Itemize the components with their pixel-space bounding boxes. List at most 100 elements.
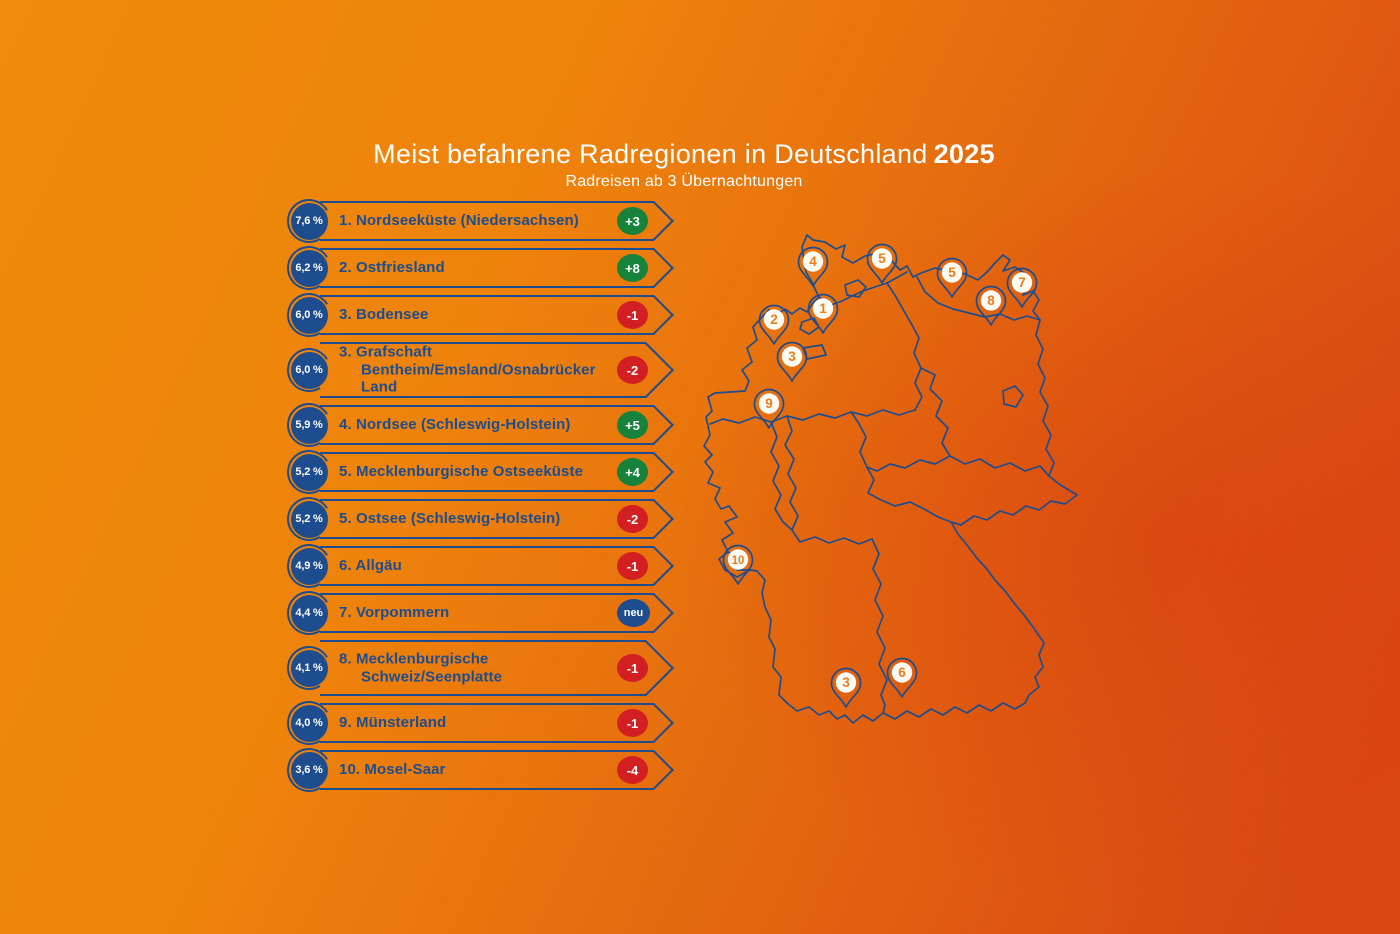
ranking-row-4: 6,0 % 3. Grafschaft Bentheim/Emsland/Osn… xyxy=(282,341,674,398)
pin-icon xyxy=(936,257,968,298)
ranking-row-12: 3,6 % 10. Mosel-Saar -4 xyxy=(282,743,675,797)
pin-icon xyxy=(830,667,862,708)
pin-icon xyxy=(975,285,1007,326)
pin-circle xyxy=(871,248,893,269)
region-label: 1. Nordseeküste (Niedersachsen) xyxy=(339,212,579,230)
change-badge: -1 xyxy=(617,709,648,737)
pin-number: 8 xyxy=(987,293,995,308)
pin-number: 7 xyxy=(1018,275,1026,290)
pin-number: 1 xyxy=(819,301,827,316)
change-badge: -1 xyxy=(617,654,648,682)
germany-outline xyxy=(703,234,1078,724)
pin-circle xyxy=(941,262,963,283)
row-outline xyxy=(320,295,654,335)
ranking-row-10: 4,1 % 8. Mecklenburgische Schweiz/Seenpl… xyxy=(282,639,674,696)
region-label: 5. Mecklenburgische Ostseeküste xyxy=(339,463,584,481)
change-badge: -1 xyxy=(617,552,648,580)
row-outline xyxy=(320,342,646,398)
pin-circle xyxy=(763,309,785,330)
ranking-row-6: 5,2 % 5. Mecklenburgische Ostseeküste +4 xyxy=(282,445,675,499)
share-value: 4,1 % xyxy=(290,649,328,687)
pin-icon xyxy=(886,657,918,698)
pin-icon xyxy=(1006,267,1038,308)
share-value: 5,9 % xyxy=(290,406,328,444)
ranking-row-1: 7,6 % 1. Nordseeküste (Niedersachsen) +3 xyxy=(282,194,675,248)
title-year: 2025 xyxy=(933,139,995,169)
pin-icon xyxy=(866,243,898,284)
pin-icon xyxy=(722,544,754,585)
pin-circle xyxy=(812,298,834,319)
map-pins: 4 5 5 7 8 1 2 3 9 10 3 6 xyxy=(722,243,1038,708)
ranking-list: 7,6 % 1. Nordseeküste (Niedersachsen) +3… xyxy=(282,194,675,797)
ranking-row-11: 4,0 % 9. Münsterland -1 xyxy=(282,696,675,750)
row-outline xyxy=(320,248,654,288)
map-pin-9: 9 xyxy=(753,388,785,429)
pin-circle xyxy=(727,549,749,570)
share-value: 6,2 % xyxy=(290,249,328,287)
pin-number: 6 xyxy=(898,665,906,680)
change-badge: -4 xyxy=(617,756,648,784)
pin-number: 9 xyxy=(765,396,773,411)
change-badge: +8 xyxy=(617,254,648,282)
region-label: 3. Bodensee xyxy=(339,306,429,324)
pin-number: 5 xyxy=(948,265,956,280)
pin-icon xyxy=(797,246,829,287)
row-outline xyxy=(320,593,654,633)
region-label: 7. Vorpommern xyxy=(339,604,450,622)
pin-circle xyxy=(758,393,780,414)
share-value: 4,4 % xyxy=(290,594,328,632)
pin-number: 3 xyxy=(842,675,850,690)
map-pin-6: 6 xyxy=(886,657,918,698)
pin-icon xyxy=(758,304,790,345)
share-value: 6,0 % xyxy=(290,351,328,389)
share-value: 5,2 % xyxy=(290,453,328,491)
share-value: 5,2 % xyxy=(290,500,328,538)
map-pin-4: 4 xyxy=(797,246,829,287)
map-pin-1: 1 xyxy=(807,293,839,334)
ranking-row-9: 4,4 % 7. Vorpommern neu xyxy=(282,586,675,640)
change-badge: +5 xyxy=(617,411,648,439)
map-pin-2: 2 xyxy=(758,304,790,345)
ranking-row-2: 6,2 % 2. Ostfriesland +8 xyxy=(282,241,675,295)
row-outline xyxy=(320,452,654,492)
share-value: 7,6 % xyxy=(290,202,328,240)
pin-number: 10 xyxy=(732,555,745,567)
row-outline xyxy=(320,703,654,743)
region-label: 4. Nordsee (Schleswig-Holstein) xyxy=(339,416,571,434)
region-label: 6. Allgäu xyxy=(339,557,402,575)
ranking-row-8: 4,9 % 6. Allgäu -1 xyxy=(282,539,675,593)
map-pin-3: 3 xyxy=(776,341,808,382)
pin-circle xyxy=(781,346,803,367)
pin-icon xyxy=(807,293,839,334)
row-outline xyxy=(320,201,654,241)
change-badge: -2 xyxy=(617,505,648,533)
region-label: 3. Grafschaft Bentheim/Emsland/Osnabrück… xyxy=(339,343,596,396)
region-label: 10. Mosel-Saar xyxy=(339,761,446,779)
change-badge: +3 xyxy=(617,207,648,235)
germany-map-svg: 4 5 5 7 8 1 2 3 9 10 3 6 xyxy=(703,234,1078,724)
change-badge: +4 xyxy=(617,458,648,486)
region-label: 9. Münsterland xyxy=(339,714,447,732)
region-label: 2. Ostfriesland xyxy=(339,259,445,277)
ranking-row-7: 5,2 % 5. Ostsee (Schleswig-Holstein) -2 xyxy=(282,492,675,546)
row-outline xyxy=(320,499,654,539)
pin-number: 2 xyxy=(770,312,778,327)
infographic-header: Meist befahrene Radregionen in Deutschla… xyxy=(284,138,1084,191)
row-outline xyxy=(320,640,646,696)
share-value: 3,6 % xyxy=(290,751,328,789)
pin-number: 4 xyxy=(809,254,817,269)
title-text: Meist befahrene Radregionen in Deutschla… xyxy=(373,139,928,169)
pin-icon xyxy=(776,341,808,382)
region-label: 8. Mecklenburgische Schweiz/Seenplatte xyxy=(339,650,503,685)
map-pin-8: 8 xyxy=(975,285,1007,326)
region-label: 5. Ostsee (Schleswig-Holstein) xyxy=(339,510,561,528)
pin-icon xyxy=(753,388,785,429)
pin-number: 5 xyxy=(878,251,886,266)
page-subtitle: Radreisen ab 3 Übernachtungen xyxy=(565,173,803,191)
ranking-row-5: 5,9 % 4. Nordsee (Schleswig-Holstein) +5 xyxy=(282,398,675,452)
share-value: 4,0 % xyxy=(290,704,328,742)
pin-circle xyxy=(891,662,913,683)
row-outline xyxy=(320,750,654,790)
ranking-row-3: 6,0 % 3. Bodensee -1 xyxy=(282,288,675,342)
pin-circle xyxy=(802,251,824,272)
